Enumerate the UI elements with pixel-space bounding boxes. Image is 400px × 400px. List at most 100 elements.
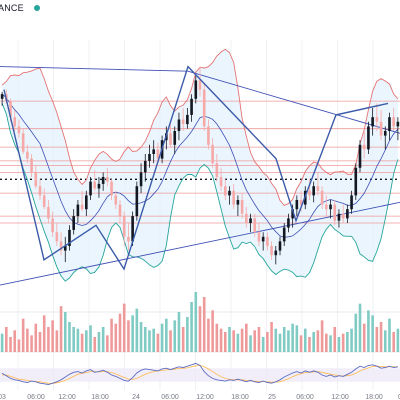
volume-bar <box>17 339 21 352</box>
volume-bar <box>228 327 231 352</box>
volume-bar <box>89 325 92 352</box>
volume-bar <box>375 327 379 352</box>
candle-body <box>215 163 219 177</box>
x-axis-tick-label: 24 <box>132 394 140 400</box>
candle-body <box>68 229 71 246</box>
x-axis-tick-label: 0 <box>398 394 400 400</box>
x-axis-tick-label: 06:00 <box>296 394 314 400</box>
x-axis-tick-label: 03 <box>0 394 6 400</box>
volume-bar <box>21 318 25 352</box>
candle-body <box>85 195 88 210</box>
candle-body <box>320 190 324 205</box>
volume-bar <box>110 318 113 352</box>
volume-bar <box>325 333 328 352</box>
candle-body <box>93 181 97 189</box>
candle-body <box>139 172 143 187</box>
candle-body <box>13 117 17 127</box>
candle-body <box>249 218 252 223</box>
volume-bar <box>211 310 214 352</box>
candle-body <box>114 195 118 205</box>
volume-bar <box>320 320 324 352</box>
volume-bar <box>207 318 210 352</box>
volume-bar <box>42 315 46 352</box>
candle-body <box>198 80 202 90</box>
volume-bar <box>160 323 164 352</box>
candle-body <box>0 94 4 99</box>
volume-bar <box>139 322 143 352</box>
volume-bar <box>5 327 8 352</box>
candle-body <box>59 241 63 251</box>
candle-body <box>257 232 261 242</box>
x-axis-tick-label: 12:00 <box>196 394 214 400</box>
candle-body <box>190 98 193 115</box>
volume-bar <box>232 330 235 352</box>
volume-bar <box>333 327 337 352</box>
volume-bar <box>143 327 147 352</box>
candle-body <box>106 177 109 182</box>
candle-body <box>274 250 278 256</box>
candle-body <box>396 121 400 127</box>
candle-body <box>194 80 198 99</box>
volume-bar <box>249 335 252 352</box>
volume-bar <box>341 333 345 352</box>
x-axis-tick-label: 06:00 <box>161 394 179 400</box>
candle-body <box>34 172 38 187</box>
volume-bar <box>282 327 286 352</box>
candle-body <box>26 151 29 159</box>
trendline <box>0 66 189 72</box>
candle-body <box>291 209 294 219</box>
candle-body <box>51 218 54 233</box>
volume-bar <box>278 333 282 352</box>
volume-bar <box>118 313 122 352</box>
volume-bar <box>135 308 139 352</box>
volume-bar <box>392 332 395 352</box>
trendline <box>187 70 400 134</box>
candle-body <box>143 160 147 173</box>
volume-bar <box>68 322 71 352</box>
volume-bar <box>165 318 168 352</box>
candle-body <box>127 236 130 242</box>
volume-bar <box>219 328 223 352</box>
volume-bar <box>181 327 185 352</box>
volume-bar <box>76 328 80 352</box>
volume-bar <box>337 337 341 352</box>
volume-bar <box>346 332 349 352</box>
volume-bar <box>308 337 311 352</box>
volume-bar <box>63 312 67 352</box>
volume-bar <box>303 328 307 352</box>
candle-body <box>202 89 206 127</box>
candle-body <box>97 183 101 189</box>
x-axis-tick-label: 06:00 <box>27 394 45 400</box>
volume-bar <box>169 330 172 352</box>
candle-body <box>379 121 383 136</box>
candle-body <box>245 213 248 223</box>
x-axis-tick-label: 18:00 <box>91 394 109 400</box>
exchange-label: ANCE <box>0 3 24 13</box>
volume-bar <box>26 328 29 352</box>
x-axis-tick-label: 12:00 <box>331 394 349 400</box>
volume-bar <box>101 327 105 352</box>
volume-bar <box>350 328 353 352</box>
candle-body <box>329 204 332 210</box>
volume-bar <box>266 332 269 352</box>
volume-bar <box>80 333 84 352</box>
volume-bar <box>85 330 88 352</box>
candle-body <box>278 241 282 251</box>
candle-body <box>232 190 235 205</box>
volume-bar <box>30 335 33 352</box>
candle-body <box>131 216 134 242</box>
candle-body <box>219 177 223 187</box>
volume-bar <box>379 322 383 352</box>
candle-body <box>346 209 349 219</box>
candle-body <box>118 204 122 217</box>
candle-body <box>392 117 395 127</box>
volume-bar <box>240 328 244 352</box>
candle-body <box>383 131 387 136</box>
volume-bar <box>106 335 109 352</box>
candle-body <box>253 218 257 233</box>
bollinger-lower <box>1 103 399 282</box>
candle-body <box>299 200 303 205</box>
trendline <box>0 201 400 286</box>
